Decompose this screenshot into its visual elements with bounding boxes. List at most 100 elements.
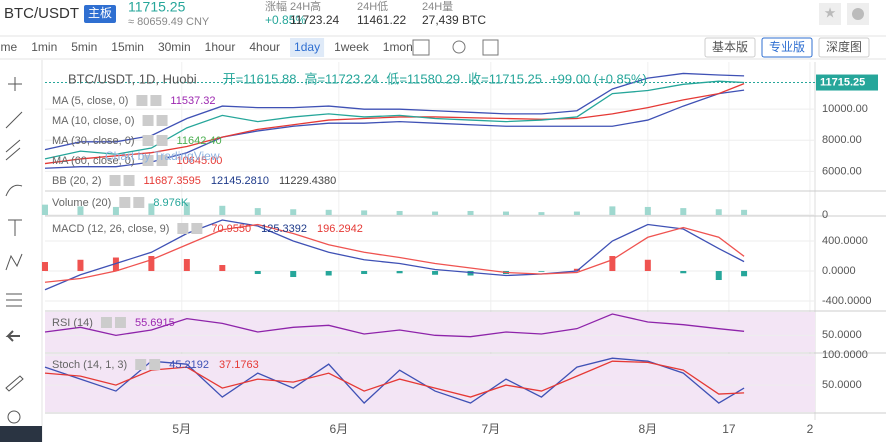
volume-bar: [432, 211, 439, 215]
volume-bar: [609, 206, 616, 215]
interval-label: 1week: [334, 40, 370, 54]
indicator-remove[interactable]: [149, 359, 161, 370]
stat-label: 24H量: [422, 0, 453, 13]
brush-tool[interactable]: [5, 184, 23, 197]
histogram-bar: [183, 259, 190, 272]
histogram-bar: [361, 271, 368, 275]
indicator-remove[interactable]: [191, 223, 203, 234]
histogram-bar: [112, 257, 119, 272]
histogram-bar: [148, 256, 155, 272]
indicator-label: Stoch (14, 1, 3): [52, 359, 127, 371]
stat-value: 27,439 BTC: [422, 13, 486, 27]
indicator-label: MA (60, close, 0): [52, 155, 135, 167]
ruler-tool[interactable]: [5, 375, 24, 392]
interval-bar: Time 1min 5min 15min 30min 1hour 4hour 1day 1wee…: [0, 38, 413, 57]
settings-icon[interactable]: [452, 40, 466, 54]
interval-label: 1day: [294, 40, 320, 54]
volume-bar: [467, 210, 474, 215]
y-tick-label: 8000.00: [822, 134, 862, 146]
crosshair-tool[interactable]: [8, 77, 22, 91]
chart: 5月 6月 7月 8月 17 2 6000.00 8000.00 10000.00 11715.2…: [42, 62, 886, 436]
star-icon: ★: [824, 5, 837, 21]
indicator-remove[interactable]: [133, 197, 145, 208]
drawing-tools: [5, 77, 24, 424]
quote-value: 高=11723.24: [304, 71, 378, 86]
line-tool[interactable]: [5, 111, 23, 129]
indicator-settings[interactable]: [177, 223, 189, 234]
volume-bar: [741, 209, 748, 215]
pattern-tool[interactable]: [5, 253, 23, 271]
y-tick-label: 50.0000: [822, 329, 862, 341]
interval-label: 1mon: [383, 40, 413, 54]
y-tick-label: 400.0000: [822, 235, 868, 247]
version-button[interactable]: [761, 37, 813, 58]
interval-label: 1min: [31, 40, 57, 54]
indicator-icon[interactable]: [412, 39, 430, 56]
stat-value: +0.85%: [265, 13, 306, 27]
volume-bar: [361, 210, 368, 215]
volume-bar: [77, 206, 84, 215]
zoom-tool[interactable]: [7, 410, 21, 424]
x-tick-label: 7月: [481, 422, 500, 436]
stat-label: 涨幅: [265, 0, 287, 13]
version-label: 专业版: [769, 39, 805, 54]
histogram-bar: [42, 262, 48, 272]
indicator-band: [45, 312, 815, 352]
indicator-remove[interactable]: [150, 95, 162, 106]
text-tool[interactable]: [8, 219, 22, 236]
volume-bar: [42, 204, 48, 215]
histogram-bar: [219, 265, 226, 272]
quote-value: +99.00 (+0.85%): [550, 71, 647, 86]
symbol: BTC/USDT: [4, 5, 79, 22]
indicator-settings[interactable]: [109, 175, 121, 186]
back-tool[interactable]: [5, 330, 20, 342]
histogram-bar: [715, 271, 722, 281]
volume-bar: [148, 203, 155, 215]
indicator-remove[interactable]: [114, 317, 126, 328]
indicator-label: Volume (20): [52, 197, 111, 209]
indicator-settings[interactable]: [142, 135, 154, 146]
version-bar: 基本版 专业版 深度图: [704, 37, 870, 58]
interval-button[interactable]: [290, 38, 325, 57]
indicator-band: [45, 354, 815, 412]
version-button[interactable]: [704, 37, 756, 58]
fib-tool[interactable]: [5, 139, 21, 161]
indicator-settings[interactable]: [142, 115, 154, 126]
indicator-settings[interactable]: [100, 317, 112, 328]
indicator-settings[interactable]: [142, 155, 154, 166]
indicator-label: MA (10, close, 0): [52, 115, 135, 127]
volume-bar: [715, 209, 722, 215]
last-price-label: 11715.25: [820, 76, 865, 88]
sidebar-footer: [0, 426, 42, 442]
badge: 主板: [88, 6, 112, 20]
indicator-value: 45.2192: [169, 359, 209, 371]
indicator-remove[interactable]: [156, 115, 168, 126]
indicator-settings[interactable]: [135, 359, 147, 370]
cny: ≈ 80659.49 CNY: [128, 16, 210, 28]
interval-label: 1hour: [205, 40, 236, 54]
histogram-bar: [538, 271, 545, 272]
interval-label: 15min: [111, 40, 144, 54]
indicator-settings[interactable]: [136, 95, 148, 106]
favorite-button[interactable]: [819, 3, 841, 25]
watermark: Chart by TradingView: [105, 149, 220, 163]
volume-bar: [112, 206, 119, 215]
series-line: [44, 360, 745, 398]
indicator-value: 11537.32: [170, 95, 215, 107]
y-tick-label: 6000.00: [822, 165, 862, 177]
fullscreen-icon[interactable]: [482, 39, 499, 56]
indicator-remove[interactable]: [156, 155, 168, 166]
version-button[interactable]: [818, 37, 870, 58]
indicator-value: 12145.2810: [211, 175, 269, 187]
series-line: [44, 357, 745, 404]
indicator-remove[interactable]: [123, 175, 135, 186]
chart-title: BTC/USDT, 1D, Huobi: [68, 71, 197, 86]
indicator-settings[interactable]: [119, 197, 131, 208]
indicator-remove[interactable]: [156, 135, 168, 146]
moon-icon: [852, 8, 864, 20]
series-line: [44, 83, 745, 165]
volume-bar: [254, 208, 261, 215]
volume-bar: [680, 208, 687, 215]
measure-tool[interactable]: [6, 293, 22, 307]
